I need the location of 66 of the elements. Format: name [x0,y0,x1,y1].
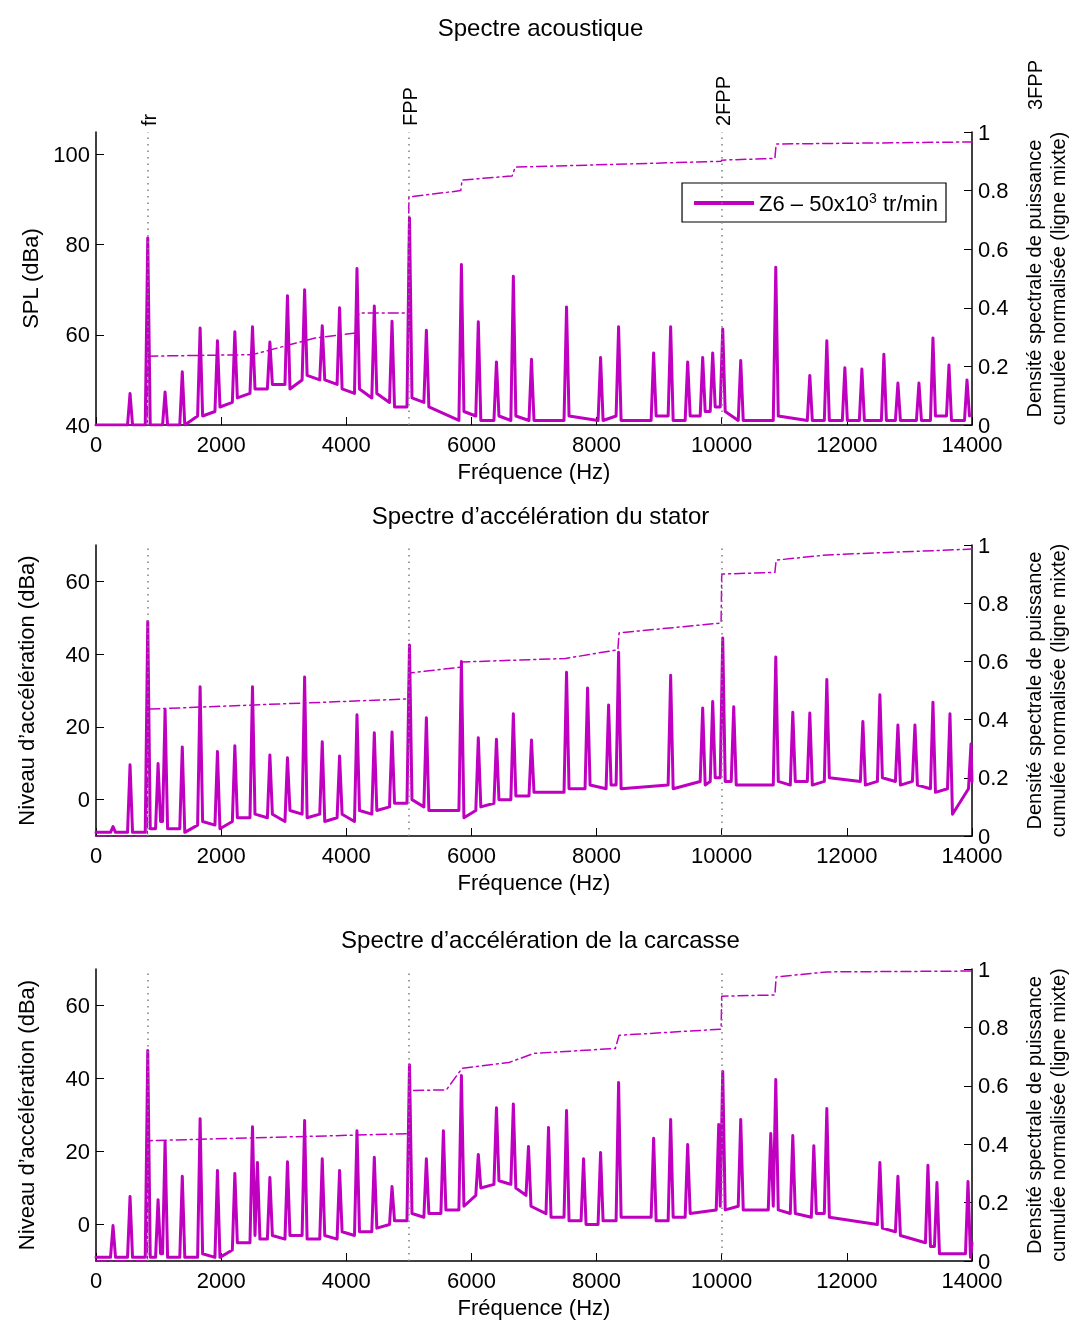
ref-line-label: 2FPP [711,75,734,126]
x-tick-label: 8000 [572,842,622,868]
y2-tick-label: 0 [978,412,991,438]
x-tick-label: 10000 [691,842,753,868]
y-axis-title: Niveau d’accélération (dBa) [13,555,39,826]
y2-tick-label: 0.4 [978,707,1009,733]
x-tick-label: 4000 [321,842,371,868]
x-axis-title: Fréquence (Hz) [457,1295,611,1321]
line-series [95,548,973,837]
y2-tick-label: 0.8 [978,1014,1009,1040]
y2-tick-label: 0.4 [978,1131,1009,1157]
x-tick-label: 12000 [816,1267,878,1293]
y-tick-label: 80 [65,232,90,258]
y-tick-label: 40 [65,641,90,667]
x-tick-label: 2000 [196,842,246,868]
y-tick-label: 60 [65,993,90,1018]
y-axis-title: Niveau d’accélération (dBa) [13,979,39,1251]
y2-axis-title: Densité spectrale de puissance cumulée normalisée (ligne mixte) [1023,543,1069,838]
y2-tick-label: 0.8 [978,590,1009,616]
chart-title: Spectre acoustique [437,13,644,41]
y2-axis-title: Densité spectrale de puissance cumulée normalisée (ligne mixte) [1023,968,1069,1262]
ref-line-label: fr [138,113,161,126]
x-tick-label: 6000 [446,431,496,457]
x-tick-label: 6000 [446,1267,496,1293]
y2-tick-label: 0.6 [978,1073,1009,1099]
y-tick-label: 60 [65,322,90,348]
chart-title: Spectre d’accélération du stator [371,501,710,529]
y2-tick-label: 1 [978,532,991,558]
y-tick-label: 40 [65,1066,90,1091]
text: 3FPP [1024,59,1046,110]
y2-tick-label: 0.2 [978,353,1009,379]
x-tick-label: 2000 [196,431,246,457]
y2-tick-label: 1 [978,956,991,982]
x-tick-label: 4000 [321,1267,371,1293]
y2-tick-label: 0 [978,1248,991,1274]
y-axis-title: SPL (dBa) [17,228,43,329]
x-tick-label: 12000 [816,431,878,457]
y-tick-label: 100 [53,142,90,168]
y-tick-label: 60 [65,568,90,594]
y2-tick-label: 0.2 [978,1190,1009,1216]
line-series [95,970,973,1262]
x-tick-label: 12000 [816,842,878,868]
y-tick-label: 0 [77,1212,90,1237]
chart-title: Spectre d’accélération de la carcasse [341,925,740,953]
x-axis-title: Fréquence (Hz) [457,459,611,485]
y2-axis-title: Densité spectrale de puissance cumulée normalisée (ligne mixte) [1023,131,1069,426]
x-tick-label: 8000 [572,431,622,457]
y-tick-label: 20 [65,1139,90,1164]
y2-tick-label: 0.6 [978,236,1009,262]
x-tick-label: 10000 [691,1267,753,1293]
y2-tick-label: 0.8 [978,178,1009,204]
y2-tick-label: 0.2 [978,765,1009,791]
y2-tick-label: 0.4 [978,295,1009,321]
x-tick-label: 8000 [572,1267,622,1293]
y2-tick-label: 1 [978,119,991,145]
y-tick-label: 0 [77,787,90,813]
y2-tick-label: 0.6 [978,648,1009,674]
x-tick-label: 10000 [691,431,753,457]
x-axis-title: Fréquence (Hz) [457,870,611,896]
x-tick-label: 4000 [321,431,371,457]
x-tick-label: 2000 [196,1267,246,1293]
x-tick-label: 6000 [446,842,496,868]
y-tick-label: 40 [65,412,90,438]
y-tick-label: 20 [65,714,90,740]
ref-line-label: FPP [398,87,421,126]
y2-tick-label: 0 [978,823,991,849]
